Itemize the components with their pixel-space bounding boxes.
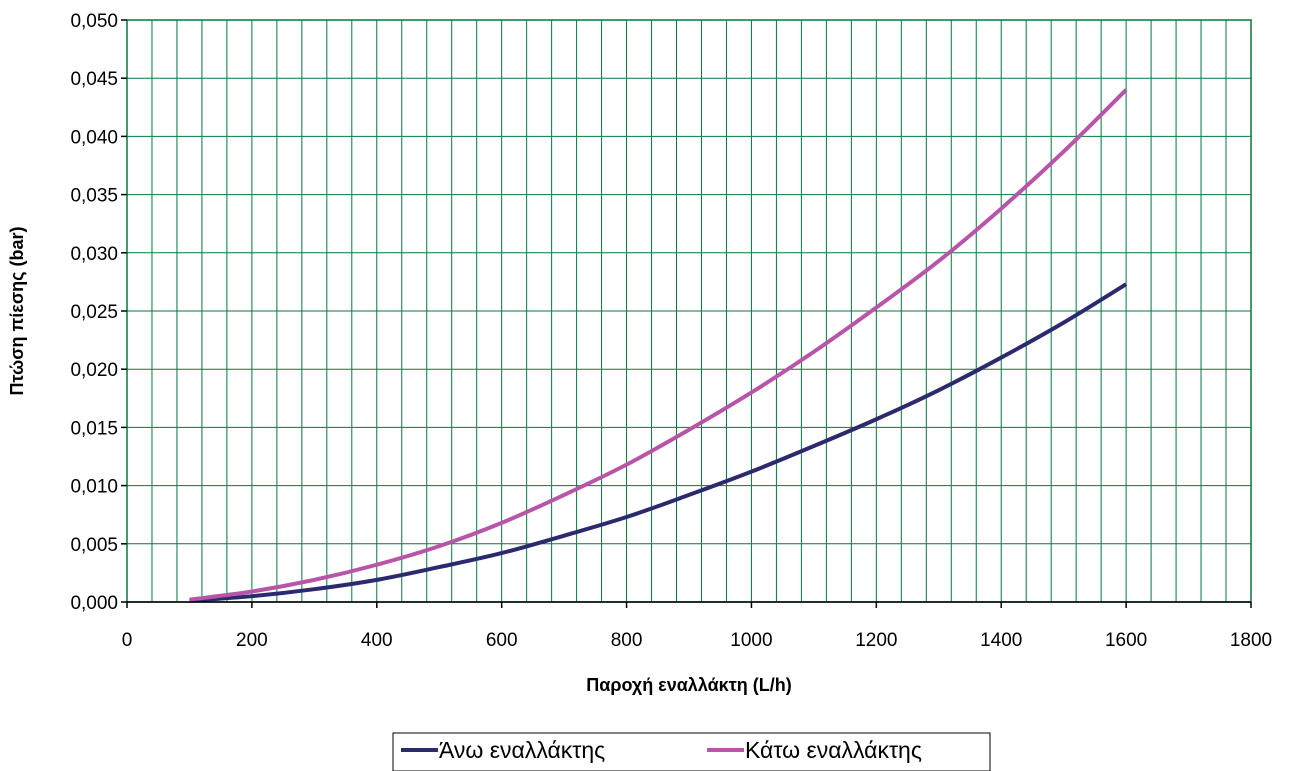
y-axis-title: Πτώση πίεσης (bar) xyxy=(7,226,27,395)
x-tick-label: 600 xyxy=(486,630,518,651)
x-tick-label: 0 xyxy=(122,630,133,651)
legend-label-series-2: Κάτω εναλλάκτης xyxy=(745,737,922,763)
y-tick-label: 0,015 xyxy=(70,418,118,439)
legend-box xyxy=(392,732,991,771)
x-tick-label: 1800 xyxy=(1230,630,1272,651)
x-tick-label: 1400 xyxy=(980,630,1022,651)
x-axis-ticks: 0 200 400 600 800 1000 1200 1400 1600 1800 xyxy=(122,602,1272,651)
y-tick-label: 0,000 xyxy=(70,593,118,614)
x-tick-label: 200 xyxy=(236,630,268,651)
series-line-1 xyxy=(189,282,1128,603)
y-tick-label: 0,050 xyxy=(70,11,118,32)
series-lines xyxy=(189,88,1128,603)
legend-label-series-1: Άνω εναλλάκτης xyxy=(439,737,605,763)
y-tick-label: 0,020 xyxy=(70,360,118,381)
y-tick-label: 0,030 xyxy=(70,244,118,265)
y-tick-label: 0,040 xyxy=(70,127,118,148)
legend: Άνω εναλλάκτης Κάτω εναλλάκτης xyxy=(392,732,991,771)
series-line-2 xyxy=(189,88,1128,602)
y-tick-label: 0,045 xyxy=(70,69,118,90)
x-axis-title: Παροχή εναλλάκτη (L/h) xyxy=(586,675,791,695)
y-tick-label: 0,010 xyxy=(70,477,118,498)
x-tick-label: 800 xyxy=(611,630,643,651)
y-axis-ticks: 0,000 0,005 0,010 0,015 0,020 0,025 0,030 0,035… xyxy=(70,11,127,614)
y-tick-label: 0,025 xyxy=(70,302,118,323)
x-tick-label: 1600 xyxy=(1105,630,1147,651)
major-gridlines xyxy=(127,77,1251,545)
x-tick-label: 400 xyxy=(361,630,393,651)
x-tick-label: 1200 xyxy=(855,630,897,651)
y-tick-label: 0,035 xyxy=(70,186,118,207)
x-tick-label: 1000 xyxy=(730,630,772,651)
y-tick-label: 0,005 xyxy=(70,535,118,556)
